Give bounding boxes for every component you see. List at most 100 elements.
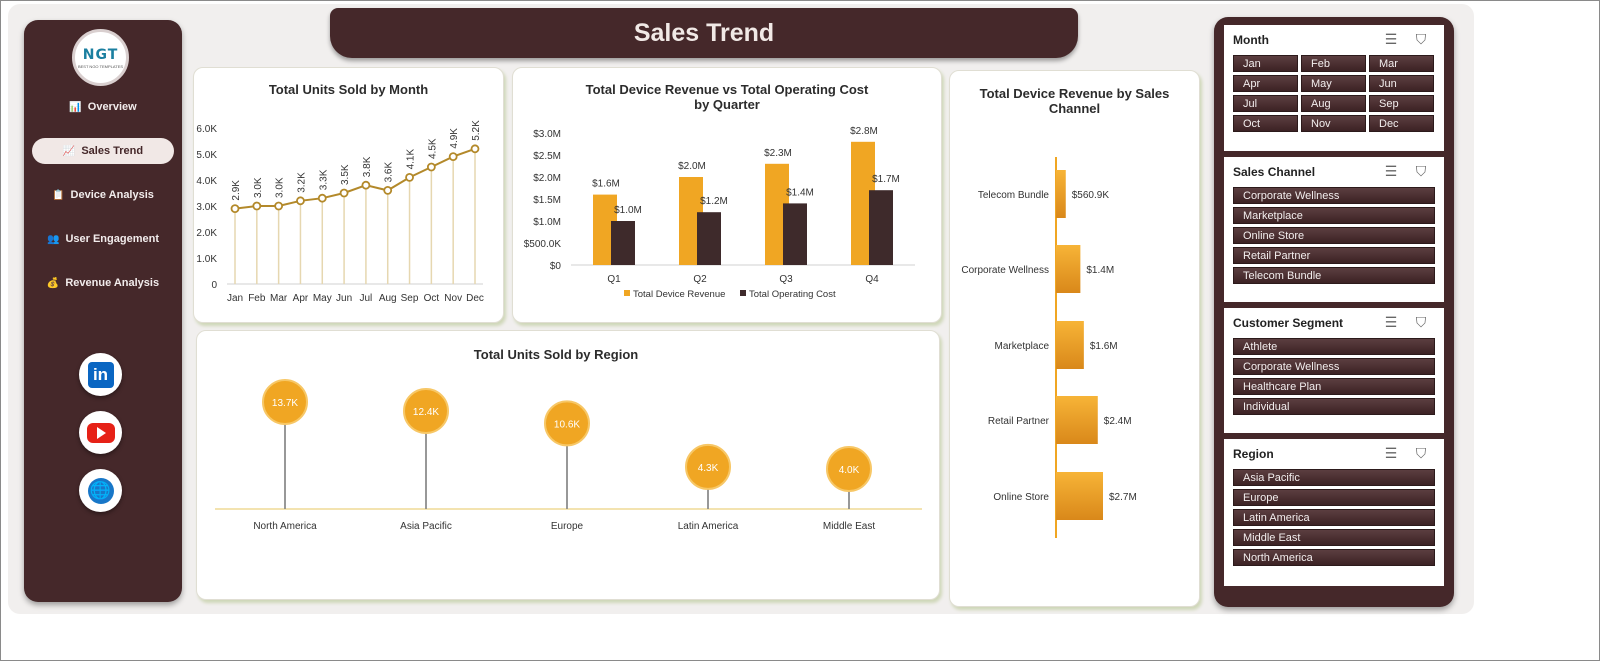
- x-tick-label: Dec: [466, 293, 484, 304]
- slicer-item[interactable]: North America: [1233, 549, 1435, 566]
- slicer-item[interactable]: Athlete: [1233, 338, 1435, 355]
- data-label: $1.6M: [592, 179, 620, 190]
- y-tick-label: 5.0K: [196, 150, 217, 161]
- data-label: $2.4M: [1104, 416, 1132, 427]
- slicer-item[interactable]: Nov: [1301, 115, 1366, 132]
- sidebar-item-label: Sales Trend: [81, 145, 144, 157]
- legend-label: Total Device Revenue: [633, 289, 725, 300]
- slicer-item[interactable]: Dec: [1369, 115, 1434, 132]
- multi-select-icon[interactable]: ☰: [1384, 31, 1398, 47]
- clear-filter-icon[interactable]: ⛉: [1415, 445, 1427, 461]
- revenue-vs-cost-card: Total Device Revenue vs Total Operating …: [512, 67, 942, 323]
- slicer-item[interactable]: Individual: [1233, 398, 1435, 415]
- slicer-item[interactable]: Corporate Wellness: [1233, 358, 1435, 375]
- chart-title: Total Units Sold by Region: [473, 347, 639, 362]
- multi-select-icon[interactable]: ☰: [1384, 163, 1398, 179]
- x-tick-label: North America: [253, 521, 317, 532]
- page-header: Sales Trend: [330, 8, 1078, 58]
- clear-filter-icon[interactable]: ⛉: [1415, 163, 1427, 179]
- revenue-vs-cost-chart: $0 $500.0K $1.0M $1.5M $2.0M $2.5M $3.0M $1.6M $…: [524, 126, 915, 300]
- slicer-item[interactable]: Marketplace: [1233, 207, 1435, 224]
- sidebar-item-overview[interactable]: 📊 Overview: [32, 94, 174, 120]
- slicer-item[interactable]: Asia Pacific: [1233, 469, 1435, 486]
- y-tick-label: Corporate Wellness: [961, 265, 1049, 276]
- y-tick-label: $500.0K: [524, 239, 562, 250]
- y-tick-label: Marketplace: [995, 341, 1050, 352]
- chart-title: Total Units Sold by Month: [268, 82, 429, 97]
- data-label: $2.7M: [1109, 492, 1137, 503]
- data-label: 4.5K: [427, 138, 438, 159]
- data-point: [317, 193, 327, 203]
- y-tick-label: $2.5M: [533, 151, 561, 162]
- slicer-region: Region ☰ ⛉ Asia Pacific Europe Latin America M…: [1224, 439, 1444, 586]
- slicer-item[interactable]: Healthcare Plan: [1233, 378, 1435, 395]
- slicer-sales-channel: Sales Channel ☰ ⛉ Corporate Wellness Marketp…: [1224, 157, 1444, 302]
- youtube-button[interactable]: [79, 411, 122, 454]
- youtube-icon: [86, 422, 115, 443]
- multi-select-icon[interactable]: ☰: [1384, 314, 1398, 330]
- slicer-item[interactable]: Latin America: [1233, 509, 1435, 526]
- lollipop-head: [826, 446, 872, 492]
- clear-filter-icon[interactable]: ⛉: [1415, 314, 1427, 330]
- slicer-item[interactable]: Online Store: [1233, 227, 1435, 244]
- slicer-item[interactable]: Jan: [1233, 55, 1298, 72]
- x-tick-label: Nov: [444, 293, 462, 304]
- sidebar-item-device-analysis[interactable]: 📋 Device Analysis: [32, 182, 174, 208]
- slicer-item[interactable]: Aug: [1301, 95, 1366, 112]
- website-button[interactable]: 🌐: [79, 469, 122, 512]
- y-tick-label: $1.0M: [533, 217, 561, 228]
- slicer-item[interactable]: Jul: [1233, 95, 1298, 112]
- data-label: $2.3M: [764, 148, 792, 159]
- bar: [1056, 321, 1084, 369]
- slicer-item[interactable]: Feb: [1301, 55, 1366, 72]
- data-label: $1.7M: [872, 174, 900, 185]
- units-by-region-chart: 13.7K North America 12.4K Asia Pacific 10.6K…: [215, 379, 922, 532]
- slicer-title: Region: [1233, 447, 1274, 461]
- y-tick-label: $3.0M: [533, 129, 561, 140]
- sidebar-item-label: User Engagement: [65, 233, 159, 245]
- sidebar-item-sales-trend[interactable]: 📈 Sales Trend: [32, 138, 174, 164]
- sidebar-item-user-engagement[interactable]: 👥 User Engagement: [32, 226, 174, 252]
- data-label: $1.6M: [1090, 341, 1118, 352]
- y-tick-label: 3.0K: [196, 202, 217, 213]
- slicer-item[interactable]: May: [1301, 75, 1366, 92]
- slicer-item[interactable]: Sep: [1369, 95, 1434, 112]
- sidebar-item-label: Device Analysis: [70, 189, 154, 201]
- people-icon: 👥: [47, 233, 60, 245]
- data-label: 3.5K: [340, 164, 351, 185]
- data-label: 3.0K: [275, 177, 286, 198]
- x-tick-label: Sep: [401, 293, 419, 304]
- slicer-item[interactable]: Jun: [1369, 75, 1434, 92]
- data-label: 3.3K: [318, 169, 329, 190]
- sidebar-item-revenue-analysis[interactable]: 💰 Revenue Analysis: [32, 270, 174, 296]
- lollipop-head: [544, 400, 590, 447]
- slicer-item[interactable]: Europe: [1233, 489, 1435, 506]
- bar: [783, 203, 807, 265]
- chart-title: Total Device Revenue by Sales Channel: [979, 86, 1170, 116]
- data-point: [274, 201, 284, 211]
- data-point: [230, 204, 240, 214]
- data-point: [448, 152, 458, 161]
- units-by-month-chart: 0 1.0K 2.0K 3.0K 4.0K 5.0K 6.0K 2.9K Jan 3.0K Feb 3…: [196, 120, 484, 304]
- revenue-by-channel-card: Total Device Revenue by Sales Channel Te…: [949, 70, 1200, 607]
- slicer-item[interactable]: Middle East: [1233, 529, 1435, 546]
- linkedin-button[interactable]: in: [79, 353, 122, 396]
- slicer-item[interactable]: Telecom Bundle: [1233, 267, 1435, 284]
- slicer-item[interactable]: Oct: [1233, 115, 1298, 132]
- slicer-item[interactable]: Apr: [1233, 75, 1298, 92]
- slicer-item[interactable]: Corporate Wellness: [1233, 187, 1435, 204]
- x-tick-label: Aug: [379, 293, 397, 304]
- data-label: $2.8M: [850, 126, 878, 137]
- lollipop-head: [403, 387, 449, 434]
- data-label: $1.2M: [700, 196, 728, 207]
- x-tick-label: Q4: [865, 274, 879, 285]
- y-tick-label: Telecom Bundle: [978, 190, 1050, 201]
- slicer-item[interactable]: Mar: [1369, 55, 1434, 72]
- clear-filter-icon[interactable]: ⛉: [1415, 31, 1427, 47]
- logo-text: NGT: [82, 46, 119, 63]
- multi-select-icon[interactable]: ☰: [1384, 445, 1398, 461]
- data-label: 13.7K: [272, 398, 298, 409]
- slicer-item[interactable]: Retail Partner: [1233, 247, 1435, 264]
- data-label: 3.2K: [296, 172, 307, 193]
- bar: [1056, 472, 1103, 520]
